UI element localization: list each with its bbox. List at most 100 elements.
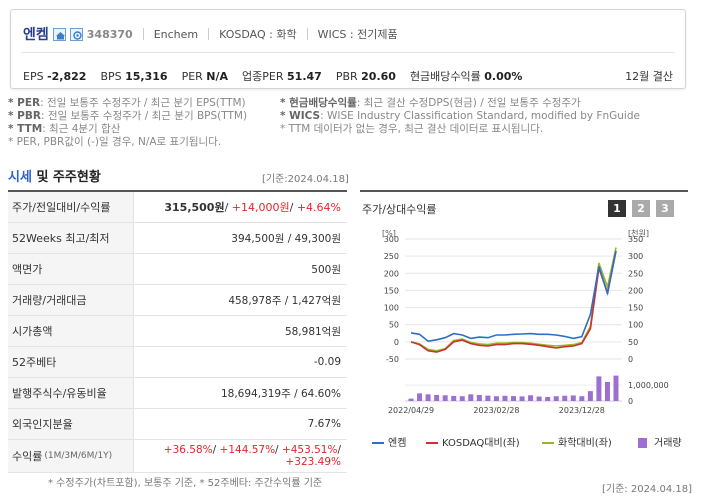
volume-bar bbox=[570, 395, 576, 401]
chart-date: [기준: 2024.04.18] bbox=[602, 484, 693, 495]
home-icon[interactable] bbox=[52, 27, 66, 41]
row-value: 315,500원/ +14,000원/ +4.64% bbox=[164, 201, 341, 214]
settlement-month: 12월 결산 bbox=[625, 70, 673, 83]
series-line-2 bbox=[410, 247, 617, 352]
row-value: +36.58%/ +144.57%/ +453.51%/+323.49% bbox=[163, 444, 341, 468]
row-value: 500원 bbox=[311, 263, 341, 276]
right-tick-label: 350 bbox=[628, 235, 643, 244]
volume-bar bbox=[485, 395, 491, 401]
volume-bar bbox=[459, 396, 465, 401]
company-header: 엔켐 348370 Enchem KOSDAQ : 화학 WICS : 전기제품 bbox=[23, 24, 398, 44]
row-label: 외국인지분율 bbox=[8, 409, 134, 439]
footnote: * 현금배당수익률: 최근 결산 수정DPS(현금) / 전일 보통주 수정주가 bbox=[280, 97, 581, 109]
company-summary-box: 엔켐 348370 Enchem KOSDAQ : 화학 WICS : 전기제품… bbox=[10, 9, 686, 89]
volume-bar bbox=[476, 394, 482, 401]
legend-label: 거래량 bbox=[654, 437, 682, 449]
chart-panel: 주가/상대수익률 1 2 3 [%] [천원] 300 250 200 150 100 50 0… bbox=[360, 190, 688, 466]
row-label: 52Weeks 최고/최저 bbox=[8, 223, 134, 253]
chart-page-1-button[interactable]: 1 bbox=[608, 200, 626, 217]
volume-bar bbox=[596, 376, 602, 401]
pbr-metric: PBR 20.60 bbox=[335, 69, 396, 83]
table-row: 수익률 (1M/3M/6M/1Y) +36.58%/ +144.57%/ +453… bbox=[8, 440, 347, 473]
footnotes-left: * PER: 전일 보통주 수정주가 / 최근 분기 EPS(TTM) * PB… bbox=[8, 97, 247, 149]
x-tick-label: 2023/12/28 bbox=[559, 406, 605, 415]
price-table: 주가/전일대비/수익률 315,500원/ +14,000원/ +4.64% 5… bbox=[8, 190, 347, 473]
footnote: * PER, PBR값이 (-)일 경우, N/A로 표기됩니다. bbox=[8, 136, 222, 148]
left-tick-label: 150 bbox=[384, 286, 399, 295]
left-tick-label: 300 bbox=[384, 235, 399, 244]
footnote: * WICS: WISE Industry Classification Sta… bbox=[280, 110, 640, 122]
volume-bar bbox=[545, 397, 551, 401]
table-row: 52주베타 -0.09 bbox=[8, 347, 347, 378]
volume-bar bbox=[613, 375, 619, 401]
row-label: 발행주식수/유동비율 bbox=[8, 378, 134, 408]
row-value: 58,981억원 bbox=[284, 325, 341, 338]
volume-bar bbox=[502, 395, 508, 401]
footnote: * TTM: 최근 4분기 합산 bbox=[8, 123, 121, 135]
chart-page-3-button[interactable]: 3 bbox=[656, 200, 674, 217]
volume-bar bbox=[442, 395, 448, 401]
right-tick-label: 200 bbox=[628, 286, 643, 295]
x-tick-label: 2023/02/28 bbox=[473, 406, 519, 415]
footnote: * TTM 데이터가 없는 경우, 최근 결산 데이터로 표시됩니다. bbox=[280, 123, 544, 135]
volume-tick-label: 1,000,000 bbox=[628, 381, 669, 390]
chart-page-2-button[interactable]: 2 bbox=[632, 200, 650, 217]
right-tick-label: 0 bbox=[628, 355, 633, 364]
table-row: 52Weeks 최고/최저 394,500원 / 49,300원 bbox=[8, 223, 347, 254]
left-tick-label: 0 bbox=[394, 338, 399, 347]
left-tick-label: 50 bbox=[389, 321, 399, 330]
volume-bar bbox=[604, 381, 610, 401]
volume-bar bbox=[417, 393, 423, 401]
series-line-1 bbox=[410, 250, 617, 353]
volume-bar bbox=[451, 395, 457, 401]
volume-bar bbox=[434, 394, 440, 401]
left-tick-label: 100 bbox=[384, 304, 399, 313]
right-axis-unit: [천원] bbox=[628, 228, 649, 238]
left-tick-label: 200 bbox=[384, 269, 399, 278]
footnote: * PER: 전일 보통주 수정주가 / 최근 분기 EPS(TTM) bbox=[8, 97, 246, 109]
table-row: 외국인지분율 7.67% bbox=[8, 409, 347, 440]
price-chart: [%] [천원] 300 250 200 150 100 50 0 -50 350 300 250 200… bbox=[372, 228, 682, 449]
table-row: 주가/전일대비/수익률 315,500원/ +14,000원/ +4.64% bbox=[8, 192, 347, 223]
section-title: 시세 및 주주현황 bbox=[8, 170, 101, 185]
legend-swatch bbox=[638, 438, 647, 448]
right-tick-label: 100 bbox=[628, 321, 643, 330]
market-label: KOSDAQ : 화학 bbox=[219, 28, 297, 41]
right-tick-label: 150 bbox=[628, 304, 643, 313]
right-tick-label: 50 bbox=[628, 338, 638, 347]
chart-title: 주가/상대수익률 bbox=[362, 203, 437, 216]
left-tick-label: -50 bbox=[386, 355, 399, 364]
company-name: 엔켐 bbox=[23, 27, 49, 43]
row-label: 주가/전일대비/수익률 bbox=[8, 192, 134, 222]
x-tick-label: 2022/04/29 bbox=[388, 406, 434, 415]
row-label: 52주베타 bbox=[8, 347, 134, 377]
row-label: 거래량/거래대금 bbox=[8, 285, 134, 315]
volume-bar bbox=[553, 396, 559, 401]
table-row: 액면가 500원 bbox=[8, 254, 347, 285]
row-label: 액면가 bbox=[8, 254, 134, 284]
left-axis-unit: [%] bbox=[382, 229, 396, 238]
right-tick-label: 250 bbox=[628, 269, 643, 278]
volume-bar bbox=[562, 395, 568, 401]
left-tick-label: 250 bbox=[384, 252, 399, 261]
footnote: * PBR: 전일 보통주 수정주가 / 최근 분기 BPS(TTM) bbox=[8, 110, 248, 122]
volume-bar bbox=[519, 396, 525, 401]
legend-label: 엔켐 bbox=[388, 437, 406, 449]
legend-label: KOSDAQ대비(좌) bbox=[442, 437, 520, 449]
divider bbox=[142, 28, 144, 40]
wics-label: WICS : 전기제품 bbox=[317, 28, 398, 41]
divider bbox=[208, 28, 210, 40]
row-value: 7.67% bbox=[307, 418, 341, 430]
row-value: -0.09 bbox=[313, 356, 341, 368]
per-metric: PER N/A bbox=[181, 69, 229, 83]
dividend-metric: 현금배당수익률 0.00% bbox=[409, 70, 523, 83]
volume-bar bbox=[425, 394, 431, 401]
volume-bar bbox=[468, 394, 474, 401]
row-value: 458,978주 / 1,427억원 bbox=[228, 294, 341, 307]
eps-metric: EPS -2,822 bbox=[23, 69, 87, 83]
metrics-row: EPS -2,822 BPS 15,316 PER N/A 업종PER 51.4… bbox=[23, 68, 673, 84]
volume-bar bbox=[493, 396, 499, 401]
ir-icon[interactable] bbox=[69, 27, 83, 41]
row-value: 18,694,319주 / 64.60% bbox=[220, 387, 341, 400]
table-row: 발행주식수/유동비율 18,694,319주 / 64.60% bbox=[8, 378, 347, 409]
